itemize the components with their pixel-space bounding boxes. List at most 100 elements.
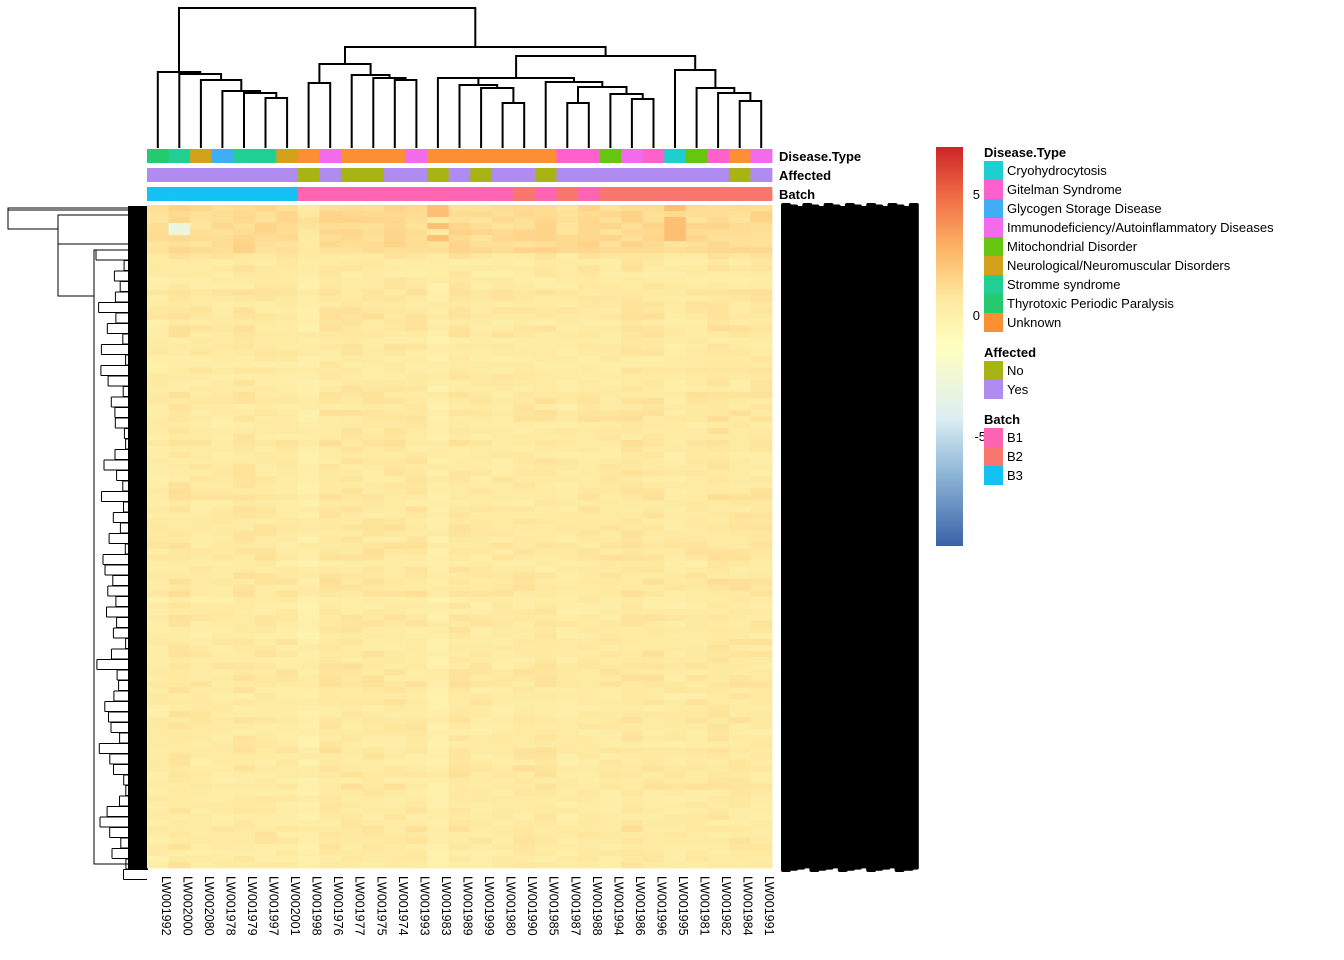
heatmap-cell <box>621 397 644 405</box>
heatmap-cell <box>233 741 256 748</box>
heatmap-cell <box>190 518 213 525</box>
heatmap-cell <box>147 699 169 706</box>
heatmap-cell <box>728 831 751 839</box>
heatmap-cell <box>168 626 191 634</box>
heatmap-cell <box>362 367 385 375</box>
heatmap-cell <box>319 831 342 839</box>
heatmap-cell <box>685 681 708 688</box>
heatmap-cell <box>297 560 320 568</box>
heatmap-cell <box>147 428 169 435</box>
heatmap-cell <box>254 482 277 489</box>
heatmap-cell <box>427 415 450 423</box>
heatmap-cell <box>190 307 213 314</box>
heatmap-cell <box>147 596 169 604</box>
heatmap-cell <box>147 494 169 501</box>
heatmap-cell <box>470 452 493 459</box>
heatmap-cell <box>513 777 536 785</box>
heatmap-cell <box>728 626 751 634</box>
heatmap-cell <box>556 235 579 242</box>
heatmap-cell <box>491 349 514 357</box>
heatmap-cell <box>685 434 708 441</box>
heatmap-cell <box>685 313 708 320</box>
heatmap-cell <box>470 801 493 809</box>
heatmap-cell <box>578 584 600 592</box>
heatmap-cell <box>340 373 363 381</box>
heatmap-cell <box>556 825 579 833</box>
heatmap-cell <box>578 687 600 694</box>
dendrogram-branch <box>264 97 289 148</box>
heatmap-cell <box>319 367 342 375</box>
heatmap-cell <box>491 717 514 724</box>
heatmap-cell <box>211 464 234 471</box>
heatmap-cell <box>491 578 514 586</box>
heatmap-cell <box>750 554 773 562</box>
heatmap-cell <box>513 476 536 483</box>
heatmap-cell <box>728 518 751 525</box>
heatmap-cell <box>621 711 644 718</box>
heatmap-cell <box>233 753 256 760</box>
heatmap-cell <box>470 831 493 839</box>
heatmap-cell <box>621 211 644 218</box>
heatmap-cell <box>599 663 622 670</box>
heatmap-cell <box>470 379 493 387</box>
heatmap-cell <box>147 572 169 580</box>
heatmap-cell <box>556 440 579 447</box>
annotation-cell <box>534 168 557 182</box>
heatmap-cell <box>685 729 708 736</box>
heatmap-cell <box>384 470 407 477</box>
heatmap-cell <box>621 608 644 616</box>
heatmap-cell <box>319 289 342 296</box>
heatmap-cell <box>513 343 536 351</box>
heatmap-cell <box>384 789 407 797</box>
heatmap-cell <box>750 596 773 604</box>
heatmap-cell <box>405 482 428 489</box>
annotation-cell <box>448 149 471 163</box>
heatmap-cell <box>513 819 536 827</box>
heatmap-cell <box>513 421 536 429</box>
heatmap-cell <box>534 843 557 851</box>
annotation-cell <box>168 149 191 163</box>
heatmap-cell <box>578 343 600 351</box>
heatmap-cell <box>707 518 730 525</box>
heatmap-cell <box>147 626 169 634</box>
heatmap-cell <box>534 777 557 785</box>
heatmap-cell <box>470 855 493 863</box>
heatmap-cell <box>578 512 600 519</box>
heatmap-cell <box>728 331 751 338</box>
heatmap-cell <box>491 566 514 574</box>
row-dendrogram-branch <box>57 214 140 245</box>
heatmap-cell <box>599 440 622 447</box>
heatmap-cell <box>254 434 277 441</box>
heatmap-cell <box>750 699 773 706</box>
heatmap-cell <box>319 403 342 411</box>
heatmap-cell <box>276 283 299 290</box>
heatmap-cell <box>470 765 493 772</box>
heatmap-cell <box>297 482 320 489</box>
dendrogram-branch <box>695 87 736 148</box>
heatmap-cell <box>233 801 256 809</box>
heatmap-cell <box>707 723 730 730</box>
heatmap-cell <box>168 855 191 863</box>
heatmap-cell <box>190 385 213 393</box>
heatmap-cell <box>707 681 730 688</box>
heatmap-cell <box>448 464 471 471</box>
heatmap-cell <box>642 241 665 248</box>
heatmap-cell <box>168 663 191 670</box>
heatmap-cell <box>685 343 708 351</box>
legend-swatch <box>984 313 1003 332</box>
heatmap-cell <box>664 229 687 236</box>
heatmap-cell <box>427 241 450 248</box>
heatmap-cell <box>448 687 471 694</box>
heatmap-cell <box>556 307 579 314</box>
heatmap-cell <box>534 819 557 827</box>
heatmap-cell <box>448 651 471 658</box>
heatmap-cell <box>405 693 428 700</box>
heatmap-cell <box>319 397 342 405</box>
heatmap-cell <box>534 657 557 664</box>
heatmap-cell <box>319 620 342 628</box>
heatmap-cell <box>254 367 277 375</box>
heatmap-cell <box>190 777 213 785</box>
row-dendrogram-branch <box>123 869 147 880</box>
heatmap-cell <box>233 638 256 646</box>
heatmap-cell <box>578 753 600 760</box>
